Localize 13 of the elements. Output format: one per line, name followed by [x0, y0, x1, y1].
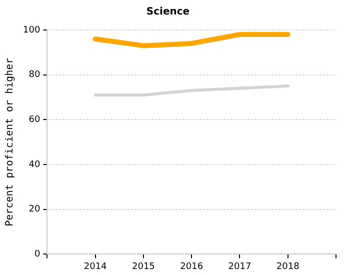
y-tick-label: 20 — [28, 204, 40, 215]
x-tick-label: 2014 — [84, 262, 108, 272]
x-tick-label: 2017 — [228, 262, 252, 272]
y-tick-label: 0 — [34, 250, 40, 260]
y-tick-label: 100 — [22, 25, 40, 36]
chart-title: Science — [146, 6, 190, 18]
y-axis-title: Percent proficient or higher — [4, 58, 16, 226]
y-tick-label: 40 — [28, 160, 40, 170]
x-tick-label: 2016 — [180, 262, 204, 272]
y-tick-label: 60 — [28, 115, 40, 126]
x-tick-label: 2015 — [132, 262, 155, 272]
y-tick-label: 80 — [28, 70, 40, 80]
x-tick-label: 2018 — [276, 262, 300, 272]
